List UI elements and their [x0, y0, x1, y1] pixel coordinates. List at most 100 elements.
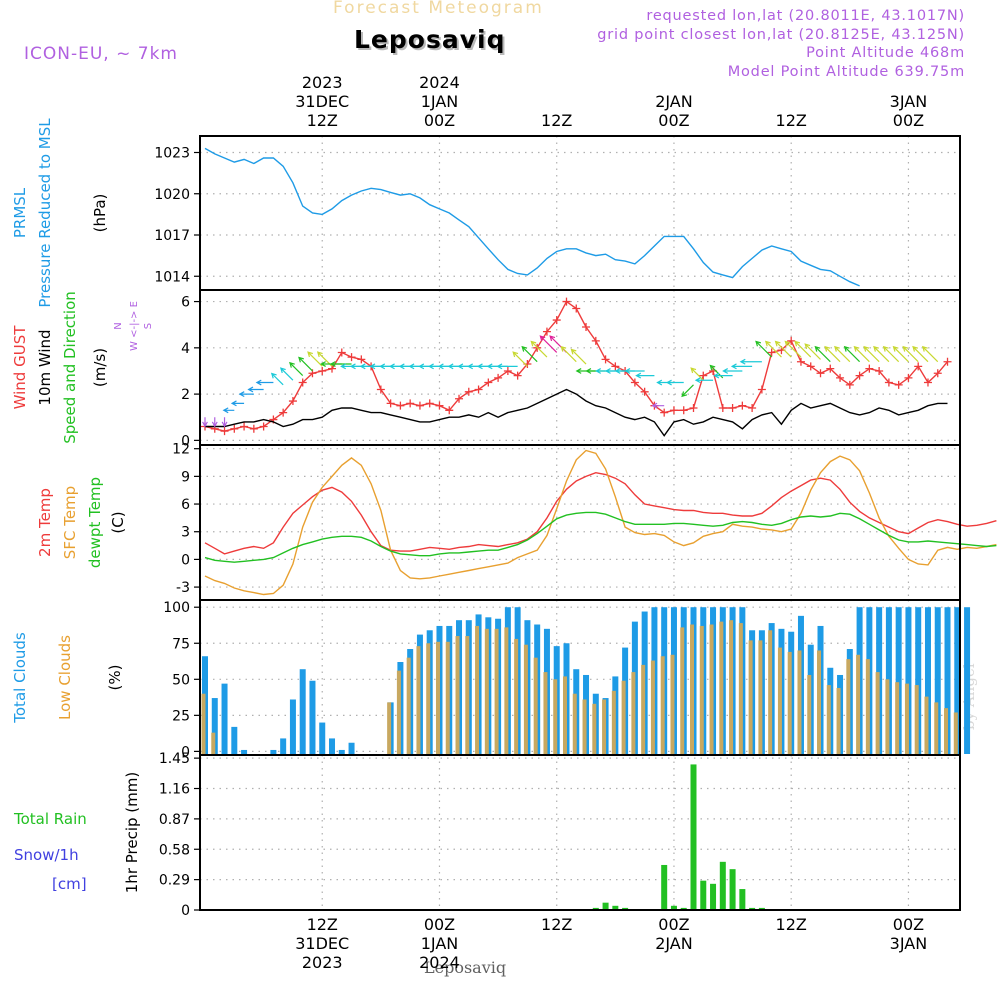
panel-axis-label: Total Clouds — [11, 632, 29, 724]
low-clouds-bar — [690, 624, 694, 754]
total-clouds-bar — [895, 607, 902, 754]
total-clouds-bar — [924, 607, 931, 754]
y-tick-label: 0 — [181, 903, 190, 919]
time-axis-bottom-label: 12Z — [776, 915, 807, 934]
panel-axis-label: dewpt Temp — [86, 477, 104, 568]
y-tick-label: 6 — [181, 497, 190, 513]
low-clouds-bar — [729, 620, 734, 754]
low-clouds-bar — [572, 693, 577, 754]
total-clouds-bar — [280, 738, 287, 754]
total-clouds-bar — [964, 607, 971, 754]
wind-vector — [755, 340, 773, 358]
wind-vector — [512, 351, 528, 367]
total-clouds-bar — [954, 607, 961, 754]
y-tick-label: 1020 — [154, 187, 190, 203]
y-tick-label: 12 — [172, 442, 190, 458]
low-clouds-bar — [387, 702, 392, 754]
y-tick-label: 1017 — [154, 228, 190, 244]
gust-marker — [630, 378, 639, 387]
wind-vector — [794, 340, 812, 358]
low-clouds-bar — [426, 643, 431, 754]
low-clouds-bar — [699, 625, 704, 754]
low-clouds-bar — [465, 636, 470, 754]
gust-marker — [757, 385, 766, 394]
gust-marker — [748, 403, 757, 412]
dewpt-temp-line — [204, 511, 997, 563]
total-clouds-bar — [944, 607, 951, 754]
wind-vector — [853, 345, 870, 363]
low-clouds-bar — [953, 712, 958, 754]
wind-vector — [739, 358, 762, 365]
gust-marker — [484, 378, 493, 387]
time-axis-bottom-label: 00Z — [424, 915, 455, 934]
wind-vector — [804, 343, 821, 360]
total-clouds-bar — [211, 698, 218, 754]
compass-south: S — [143, 323, 154, 329]
time-axis-bottom-label: 2023 — [302, 953, 343, 972]
panel-axis-label: 2m Temp — [36, 488, 54, 557]
low-clouds-bar — [562, 676, 567, 754]
wind-vector — [784, 340, 802, 358]
low-clouds-bar — [445, 641, 450, 754]
total-rain-bar — [700, 880, 707, 909]
total-clouds-bar — [231, 726, 238, 754]
wind-vector — [902, 345, 919, 363]
gust-marker — [669, 406, 678, 415]
gust-marker — [464, 387, 473, 396]
low-clouds-bar — [484, 628, 489, 754]
gust-marker — [425, 399, 434, 408]
temperature-frame — [199, 444, 961, 601]
gust-marker — [591, 336, 600, 345]
y-tick-label: 1.45 — [159, 751, 190, 767]
gust-marker — [728, 403, 737, 412]
wind-vector — [722, 368, 743, 374]
total-clouds-bar — [289, 699, 296, 754]
gust-marker — [474, 385, 483, 394]
low-clouds-bar — [768, 630, 773, 754]
time-axis-bottom-label: 12Z — [541, 915, 572, 934]
wind-vector — [521, 345, 538, 363]
wind-vector — [202, 417, 208, 428]
time-axis-top-label: 00Z — [658, 111, 689, 130]
low-clouds-bar — [211, 732, 216, 754]
time-axis-top-label: 00Z — [424, 111, 455, 130]
wind-gust-line — [204, 300, 949, 432]
y-tick-label: 0 — [181, 744, 190, 760]
gust-marker — [337, 348, 346, 357]
y-tick-label: 100 — [163, 600, 190, 616]
total-clouds-bar — [299, 669, 306, 754]
y-tick-label: 0 — [181, 433, 190, 449]
gust-marker — [894, 380, 903, 389]
wind-vector — [279, 367, 294, 381]
gust-marker — [806, 362, 815, 371]
gust-marker — [396, 401, 405, 410]
y-tick-label: -3 — [176, 580, 190, 596]
y-tick-label: 0.29 — [159, 873, 190, 889]
wind-vector — [222, 407, 235, 414]
time-axis-top-label: 1JAN — [421, 92, 459, 111]
wind-vector — [570, 348, 587, 365]
model-label: ICON-EU, ~ 7km — [24, 44, 178, 64]
temperature-panel: -3 0 3 6 9 12 2m Temp SFC Temp dewpt Temp (C) — [36, 442, 997, 601]
low-clouds-bar — [504, 627, 509, 754]
panel-axis-label: Pressure Reduced to MSL — [36, 118, 54, 308]
gust-marker — [718, 403, 727, 412]
precip-legend-item: Total Rain — [13, 810, 87, 828]
low-clouds-bar — [641, 664, 646, 754]
panel-axis-label: Speed and Direction — [61, 291, 79, 444]
gust-marker — [435, 401, 444, 410]
wind-vector — [730, 363, 753, 370]
low-clouds-bar — [514, 638, 519, 754]
gust-marker — [376, 385, 385, 394]
gust-marker — [865, 364, 874, 373]
total-rain-bar — [758, 907, 765, 909]
total-rain-bar — [739, 889, 746, 909]
y-tick-label: 1023 — [154, 146, 190, 162]
low-clouds-bar — [670, 654, 675, 754]
gust-marker — [220, 427, 229, 436]
wind-vector — [912, 345, 929, 363]
low-clouds-bar — [748, 640, 753, 754]
low-clouds-bar — [807, 674, 812, 754]
gust-marker — [230, 424, 239, 433]
low-clouds-bar — [631, 672, 636, 754]
